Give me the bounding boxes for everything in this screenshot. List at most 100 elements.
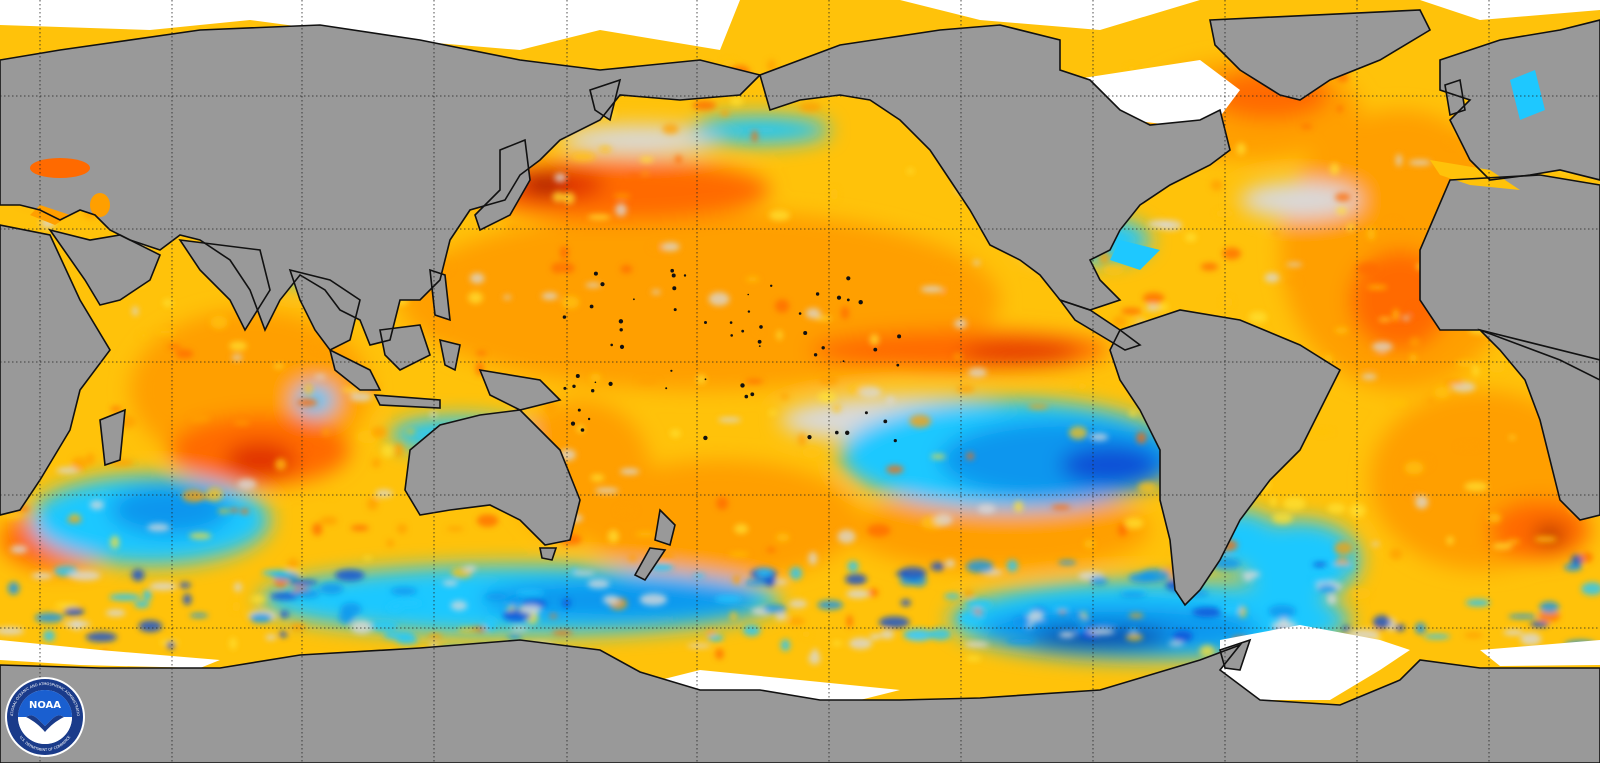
anomaly-eddy	[1184, 232, 1197, 242]
anomaly-eddy	[1006, 638, 1037, 644]
anomaly-eddy	[31, 572, 53, 580]
anomaly-eddy	[1395, 154, 1402, 167]
anomaly-eddy	[1027, 610, 1044, 623]
anomaly-eddy	[1410, 303, 1425, 315]
anomaly-eddy	[1325, 564, 1355, 570]
anomaly-eddy	[832, 404, 841, 412]
anomaly-eddy	[561, 295, 580, 309]
anomaly-eddy	[1200, 262, 1219, 271]
island-dot	[670, 369, 673, 372]
anomaly-eddy	[965, 599, 993, 609]
anomaly-eddy	[312, 522, 323, 536]
anomaly-eddy	[278, 631, 288, 638]
anomaly-eddy	[755, 328, 762, 334]
island-dot	[815, 292, 820, 296]
anomaly-eddy	[1434, 386, 1450, 399]
anomaly-eddy	[131, 569, 145, 582]
anomaly-eddy	[1270, 496, 1277, 507]
coastline	[0, 639, 1600, 763]
anomaly-eddy	[1371, 541, 1380, 547]
anomaly-eddy	[930, 562, 945, 571]
anomaly-eddy	[1222, 297, 1233, 308]
anomaly-eddy	[1455, 360, 1476, 368]
anomaly-eddy	[1389, 548, 1403, 560]
land-japan	[475, 140, 530, 230]
anomaly-eddy	[721, 59, 737, 67]
anomaly-eddy	[210, 315, 228, 330]
anomaly-eddy	[363, 556, 373, 561]
anomaly-eddy	[635, 531, 656, 537]
anomaly-eddy	[392, 600, 423, 607]
anomaly-eddy	[559, 246, 569, 260]
anomaly-eddy	[627, 173, 642, 179]
anomaly-eddy	[1349, 504, 1366, 518]
island-dot	[703, 435, 708, 441]
anomaly-eddy	[1112, 315, 1127, 328]
anomaly-eddy	[774, 299, 790, 313]
island-dot	[821, 346, 825, 350]
island-dot	[575, 374, 580, 378]
anomaly-eddy	[1158, 303, 1169, 311]
anomaly-eddy	[1006, 559, 1018, 572]
anomaly-eddy	[1409, 353, 1417, 363]
anomaly-eddy	[1356, 262, 1380, 276]
anomaly-eddy	[1394, 624, 1406, 632]
island-dot	[835, 430, 839, 435]
coastline	[1219, 638, 1252, 671]
island-dot	[759, 325, 763, 329]
anomaly-eddy	[110, 406, 122, 412]
anomaly-eddy	[1300, 124, 1313, 129]
anomaly-eddy	[696, 374, 707, 384]
land-java	[375, 395, 440, 408]
coastline	[0, 24, 762, 346]
anomaly-eddy	[503, 295, 512, 300]
island-dot	[893, 439, 897, 443]
coastline	[404, 409, 581, 546]
anomaly-eddy	[1464, 632, 1483, 639]
anomaly-eddy	[730, 96, 744, 106]
anomaly-eddy	[217, 509, 230, 514]
anomaly-eddy	[43, 630, 56, 642]
anomaly-eddy	[708, 292, 730, 306]
anomaly-eddy	[817, 600, 843, 610]
anomaly-eddy	[265, 634, 277, 641]
anomaly-eddy	[67, 516, 82, 524]
island-dot	[594, 381, 597, 384]
anomaly-eddy	[1079, 617, 1090, 629]
anomaly-eddy	[953, 352, 962, 361]
anomaly-eddy	[55, 602, 79, 609]
island-dot	[807, 435, 812, 440]
anomaly-eddy	[1330, 163, 1340, 175]
island-dot	[858, 300, 863, 305]
anomaly-eddy	[273, 364, 284, 369]
anomaly-eddy	[693, 573, 705, 578]
anomaly-eddy	[1334, 192, 1351, 202]
anomaly-eddy	[544, 401, 557, 415]
anomaly-eddy	[1083, 539, 1096, 549]
anomaly-eddy	[109, 593, 141, 601]
anomaly-eddy	[756, 568, 773, 577]
anomaly-eddy	[1508, 435, 1516, 440]
anomaly-eddy	[1126, 65, 1137, 71]
anomaly-eddy	[831, 640, 843, 646]
land-tasmania	[540, 548, 556, 560]
coastline	[654, 508, 676, 547]
anomaly-eddy	[1372, 615, 1391, 630]
anomaly-eddy	[1089, 576, 1108, 586]
island-dot	[730, 334, 733, 337]
island-dot	[633, 298, 635, 301]
anomaly-eddy	[1051, 606, 1071, 612]
anomaly-eddy	[732, 574, 741, 584]
island-dot	[572, 384, 576, 388]
anomaly-eddy	[290, 622, 306, 632]
anomaly-eddy	[1271, 231, 1281, 235]
anomaly-eddy	[801, 630, 811, 638]
coastline	[438, 338, 461, 372]
anomaly-eddy	[1347, 223, 1354, 232]
anomaly-eddy	[324, 493, 337, 498]
anomaly-eddy	[661, 242, 680, 252]
anomaly-eddy	[1404, 461, 1424, 475]
anomaly-eddy	[468, 291, 483, 304]
anomaly-eddy	[845, 573, 867, 585]
anomaly-eddy	[485, 593, 508, 601]
